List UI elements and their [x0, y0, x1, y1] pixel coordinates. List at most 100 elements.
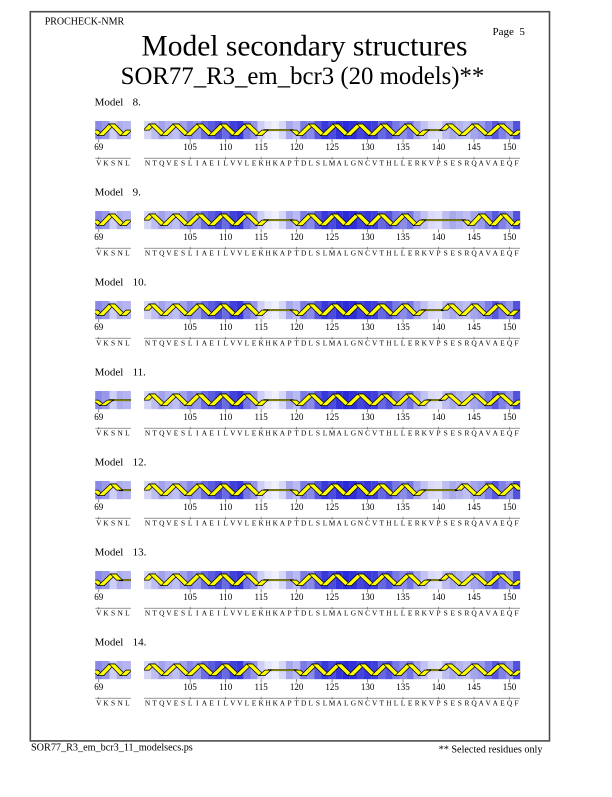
svg-text:V: V — [230, 699, 236, 708]
svg-text:E: E — [450, 519, 455, 528]
svg-text:G: G — [351, 519, 357, 528]
svg-text:E: E — [408, 339, 413, 348]
svg-text:69: 69 — [94, 502, 104, 512]
svg-text:145: 145 — [467, 232, 481, 242]
svg-text:R: R — [464, 249, 469, 258]
svg-text:L: L — [401, 249, 406, 258]
svg-text:105: 105 — [183, 592, 197, 602]
svg-text:C: C — [365, 699, 370, 708]
svg-text:E: E — [209, 159, 214, 168]
svg-text:L: L — [401, 429, 406, 438]
svg-text:H: H — [266, 699, 272, 708]
svg-text:I: I — [217, 339, 220, 348]
svg-text:V: V — [230, 339, 236, 348]
svg-text:Model: Model — [95, 546, 124, 558]
svg-text:Model: Model — [95, 366, 124, 378]
svg-text:V: V — [429, 339, 435, 348]
svg-text:V: V — [486, 429, 492, 438]
svg-text:F: F — [515, 429, 519, 438]
svg-text:I: I — [196, 699, 199, 708]
svg-text:I: I — [217, 519, 220, 528]
svg-text:** Selected residues only: ** Selected residues only — [439, 745, 544, 756]
svg-text:H: H — [386, 609, 392, 618]
svg-text:N: N — [145, 699, 151, 708]
svg-text:S: S — [458, 429, 462, 438]
svg-text:H: H — [386, 519, 392, 528]
svg-text:K: K — [258, 699, 264, 708]
svg-text:D: D — [301, 429, 307, 438]
svg-text:N: N — [358, 429, 364, 438]
svg-text:R: R — [415, 429, 420, 438]
svg-text:K: K — [422, 249, 428, 258]
svg-text:145: 145 — [467, 502, 481, 512]
svg-text:T: T — [152, 249, 157, 258]
svg-text:105: 105 — [183, 142, 197, 152]
svg-text:135: 135 — [396, 142, 410, 152]
svg-text:N: N — [118, 249, 124, 258]
svg-text:G: G — [351, 699, 357, 708]
svg-text:S: S — [181, 609, 185, 618]
svg-text:L: L — [344, 429, 349, 438]
svg-text:H: H — [266, 429, 272, 438]
svg-text:C: C — [365, 159, 370, 168]
svg-text:V: V — [486, 339, 492, 348]
svg-text:R: R — [415, 699, 420, 708]
svg-text:F: F — [515, 159, 519, 168]
svg-text:N: N — [118, 429, 124, 438]
svg-text:Model: Model — [95, 456, 124, 468]
svg-text:V: V — [237, 699, 243, 708]
svg-text:T: T — [294, 159, 299, 168]
svg-text:T: T — [380, 429, 385, 438]
svg-text:S: S — [181, 699, 185, 708]
svg-text:Model secondary structures: Model secondary structures — [141, 31, 467, 63]
svg-text:69: 69 — [94, 142, 104, 152]
svg-text:L: L — [323, 339, 328, 348]
svg-text:E: E — [174, 429, 179, 438]
svg-text:L: L — [344, 339, 349, 348]
svg-text:V: V — [372, 249, 378, 258]
svg-text:N: N — [145, 519, 151, 528]
svg-text:S: S — [316, 429, 320, 438]
svg-text:V: V — [237, 519, 243, 528]
svg-text:L: L — [401, 339, 406, 348]
svg-text:T: T — [380, 249, 385, 258]
svg-text:T: T — [294, 249, 299, 258]
svg-text:M: M — [329, 429, 336, 438]
svg-text:K: K — [258, 339, 264, 348]
svg-text:S: S — [111, 159, 115, 168]
svg-text:R: R — [415, 159, 420, 168]
svg-text:P: P — [287, 339, 291, 348]
svg-text:13.: 13. — [133, 546, 147, 558]
svg-text:S: S — [316, 609, 320, 618]
svg-text:V: V — [166, 699, 172, 708]
svg-text:S: S — [458, 609, 462, 618]
svg-text:L: L — [309, 699, 314, 708]
svg-text:P: P — [436, 429, 440, 438]
svg-text:A: A — [202, 159, 208, 168]
svg-text:K: K — [258, 429, 264, 438]
svg-text:145: 145 — [467, 592, 481, 602]
svg-text:I: I — [217, 429, 220, 438]
svg-text:V: V — [96, 339, 102, 348]
svg-text:A: A — [280, 429, 286, 438]
svg-text:L: L — [223, 159, 228, 168]
svg-text:S: S — [444, 519, 448, 528]
svg-text:K: K — [103, 339, 109, 348]
svg-text:P: P — [436, 609, 440, 618]
svg-text:M: M — [329, 699, 336, 708]
svg-text:125: 125 — [325, 502, 339, 512]
svg-text:S: S — [316, 699, 320, 708]
svg-text:T: T — [380, 699, 385, 708]
svg-text:9.: 9. — [133, 186, 142, 198]
svg-text:V: V — [96, 519, 102, 528]
svg-text:K: K — [273, 159, 279, 168]
svg-text:Q: Q — [159, 339, 165, 348]
svg-text:150: 150 — [503, 232, 517, 242]
svg-text:E: E — [174, 339, 179, 348]
svg-text:A: A — [280, 159, 286, 168]
svg-text:V: V — [429, 159, 435, 168]
svg-text:V: V — [486, 159, 492, 168]
svg-text:Q: Q — [507, 339, 513, 348]
svg-text:140: 140 — [432, 412, 446, 422]
svg-text:V: V — [237, 339, 243, 348]
